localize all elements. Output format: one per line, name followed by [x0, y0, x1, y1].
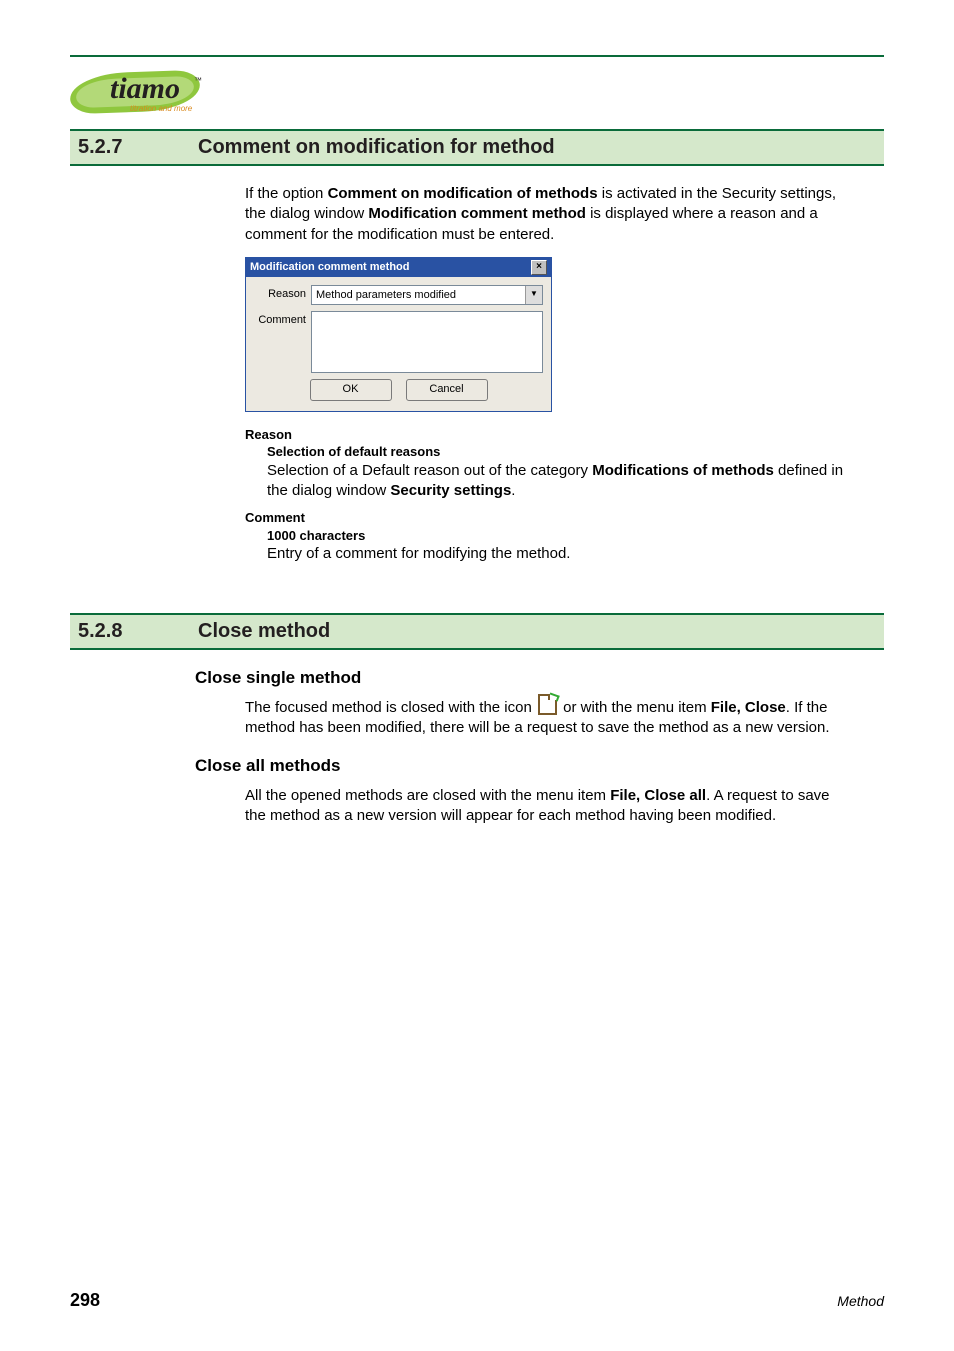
chevron-down-icon[interactable]: ▼ [525, 286, 542, 304]
section-num: 5.2.7 [78, 136, 198, 159]
intro-paragraph: If the option Comment on modification of… [245, 184, 854, 245]
dialog-body: Reason Method parameters modified ▼ Comm… [246, 277, 551, 411]
reason-row: Reason Method parameters modified ▼ [254, 285, 543, 305]
bold-text: Modifications of methods [592, 462, 774, 479]
section-num: 5.2.8 [78, 620, 198, 643]
spacing [70, 573, 884, 613]
top-rule [70, 55, 884, 57]
reason-term-body: Selection of a Default reason out of the… [267, 461, 854, 502]
comment-row: Comment [254, 311, 543, 373]
comment-textarea[interactable] [311, 311, 543, 373]
folder-close-icon [538, 700, 557, 715]
section-header-527: 5.2.7 Comment on modification for method [70, 129, 884, 166]
logo-row: tiamo ™ titration and more [70, 67, 884, 117]
comment-term-label: Comment [245, 509, 854, 527]
dialog-buttons: OK Cancel [254, 379, 543, 401]
logo-tm: ™ [194, 76, 202, 85]
reason-select[interactable]: Method parameters modified ▼ [311, 285, 543, 305]
ok-button[interactable]: OK [310, 379, 392, 401]
text: All the opened methods are closed with t… [245, 787, 610, 804]
text: Selection of a Default reason out of the… [267, 462, 592, 479]
text: The focused method is closed with the ic… [245, 699, 536, 716]
bold-text: Comment on modification of methods [328, 185, 598, 202]
section-title: Comment on modification for method [198, 136, 555, 159]
section-header-528: 5.2.8 Close method [70, 613, 884, 650]
footer-right: Method [837, 1293, 884, 1309]
logo-text: tiamo [110, 72, 180, 106]
bold-text: File, Close [711, 699, 786, 716]
text: . [511, 482, 515, 499]
comment-label: Comment [254, 311, 311, 328]
dialog-title: Modification comment method [250, 260, 410, 275]
page-footer: 298 Method [70, 1290, 884, 1311]
comment-term-body: Entry of a comment for modifying the met… [267, 544, 854, 564]
modification-comment-dialog: Modification comment method × Reason Met… [245, 257, 552, 412]
text: If the option [245, 185, 328, 202]
logo-sub: titration and more [130, 104, 192, 113]
reason-label: Reason [254, 285, 311, 302]
reason-term-sub: Selection of default reasons [267, 443, 854, 461]
text: or with the menu item [559, 699, 711, 716]
bold-text: Security settings [390, 482, 511, 499]
close-icon[interactable]: × [531, 260, 547, 275]
close-single-body: The focused method is closed with the ic… [245, 698, 854, 739]
cancel-button[interactable]: Cancel [406, 379, 488, 401]
dialog-titlebar: Modification comment method × [246, 258, 551, 277]
page-number: 298 [70, 1290, 100, 1311]
close-all-body: All the opened methods are closed with t… [245, 786, 854, 827]
close-all-paragraph: All the opened methods are closed with t… [245, 786, 854, 827]
bold-text: Modification comment method [368, 205, 586, 222]
tiamo-logo: tiamo ™ titration and more [70, 68, 220, 116]
reason-value: Method parameters modified [312, 286, 525, 304]
close-single-heading: Close single method [195, 668, 884, 688]
section-title: Close method [198, 620, 330, 643]
close-all-heading: Close all methods [195, 756, 884, 776]
section-527-body: If the option Comment on modification of… [245, 184, 854, 565]
page: tiamo ™ titration and more 5.2.7 Comment… [0, 0, 954, 1351]
comment-term-sub: 1000 characters [267, 527, 854, 545]
reason-term-label: Reason [245, 426, 854, 444]
bold-text: File, Close all [610, 787, 706, 804]
close-single-paragraph: The focused method is closed with the ic… [245, 698, 854, 739]
